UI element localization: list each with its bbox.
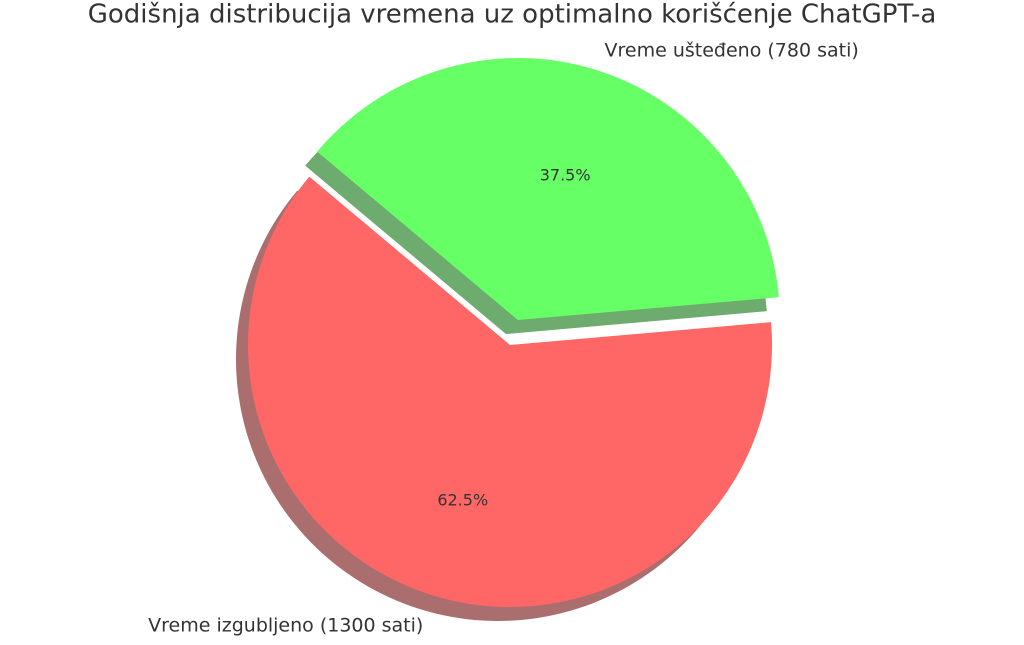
- value-label: 37.5%: [540, 166, 591, 185]
- chart-title: Godišnja distribucija vremena uz optimal…: [88, 0, 937, 30]
- slice-label: Vreme ušteđeno (780 sati): [605, 40, 859, 62]
- slice: [317, 58, 779, 321]
- value-label: 62.5%: [437, 490, 488, 509]
- slice-label: Vreme izgubljeno (1300 sati): [148, 614, 423, 636]
- slice: [248, 176, 773, 607]
